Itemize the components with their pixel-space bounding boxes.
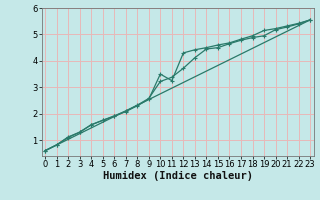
- X-axis label: Humidex (Indice chaleur): Humidex (Indice chaleur): [103, 171, 252, 181]
